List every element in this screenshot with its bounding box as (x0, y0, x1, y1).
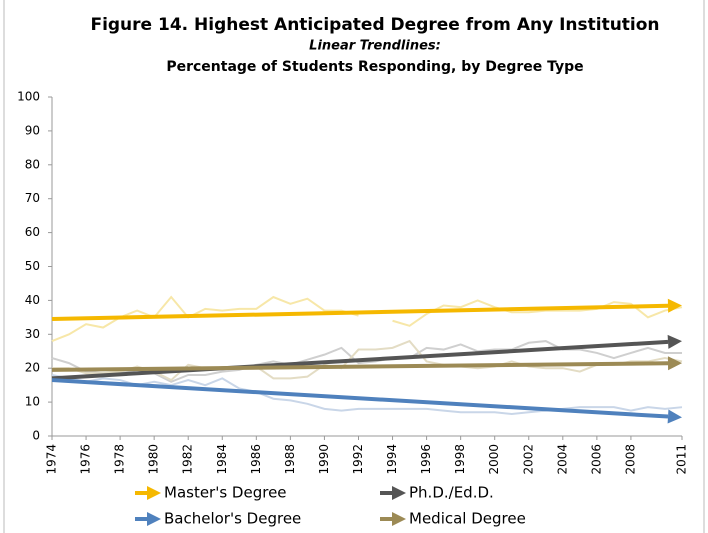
y-tick-label: 70 (25, 191, 40, 205)
legend-label: Master's Degree (164, 484, 287, 502)
x-tick-label: 1978 (113, 444, 127, 475)
y-tick-label: 90 (25, 123, 40, 137)
chart-subtitle: Percentage of Students Responding, by De… (166, 59, 583, 75)
legend-marker (380, 486, 406, 500)
data-line (51, 295, 683, 343)
trendline (51, 356, 682, 372)
x-tick-label: 1986 (249, 444, 263, 475)
x-tick-label: 2008 (623, 444, 637, 475)
y-tick-label: 40 (25, 293, 40, 307)
legend-marker (380, 512, 406, 526)
y-tick-label: 50 (25, 259, 40, 273)
y-tick-label: 20 (25, 361, 40, 375)
trendline (51, 298, 682, 322)
y-tick-label: 0 (32, 429, 40, 443)
data-line (51, 373, 683, 415)
x-tick-label: 1980 (147, 444, 161, 475)
x-tick-label: 1992 (351, 444, 365, 475)
x-tick-label: 2006 (589, 444, 603, 475)
y-tick-label: 10 (25, 395, 40, 409)
x-tick-label: 1990 (317, 444, 331, 475)
y-tick-label: 60 (25, 225, 40, 239)
x-tick-label: 1996 (419, 444, 433, 475)
x-tick-label: 1994 (385, 444, 399, 475)
x-tick-label: 1974 (45, 444, 59, 475)
x-tick-label: 2000 (487, 444, 501, 475)
x-tick-label: 2002 (521, 444, 535, 475)
x-tick-label: 1982 (181, 444, 195, 475)
data-line (51, 340, 682, 383)
trendline (51, 334, 682, 381)
legend-label: Bachelor's Degree (164, 510, 301, 528)
x-tick-label: 2011 (675, 444, 689, 475)
legend-label: Medical Degree (409, 510, 526, 528)
chart-subtitle: Linear Trendlines: (309, 39, 441, 54)
y-tick-label: 100 (17, 90, 40, 104)
y-tick-label: 80 (25, 157, 40, 171)
legend-label: Ph.D./Ed.D. (409, 484, 494, 502)
legend-marker (135, 486, 161, 500)
y-tick-label: 30 (25, 327, 40, 341)
trendline (51, 378, 682, 424)
x-tick-label: 1984 (215, 444, 229, 475)
x-tick-label: 2004 (555, 444, 569, 475)
x-tick-label: 1988 (283, 444, 297, 475)
chart-title: Figure 14. Highest Anticipated Degree fr… (90, 15, 659, 35)
x-tick-label: 1976 (79, 444, 93, 475)
legend-marker (135, 512, 161, 526)
x-tick-label: 1998 (453, 444, 467, 475)
